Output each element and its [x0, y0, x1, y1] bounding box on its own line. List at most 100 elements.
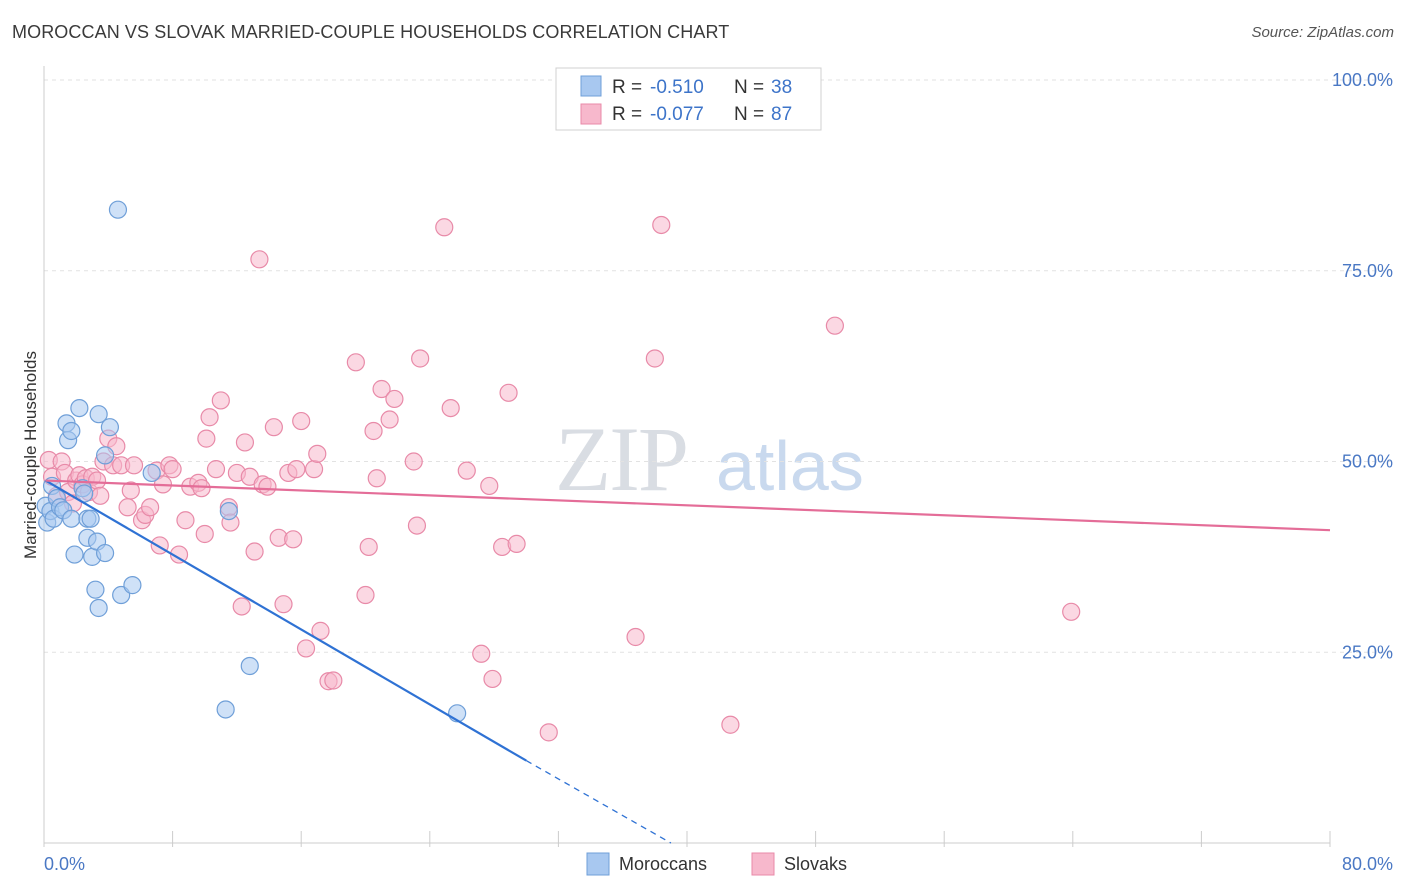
moroccans-trend-extension — [525, 760, 672, 844]
gridlines — [44, 79, 1392, 653]
slovak-point — [292, 411, 311, 431]
moroccan-point — [89, 598, 108, 618]
moroccan-point — [142, 463, 161, 483]
slovak-point — [1062, 602, 1081, 621]
legend-r-value-1: -0.510 — [650, 77, 704, 98]
moroccan-point — [81, 509, 100, 528]
moroccan-point — [108, 200, 128, 219]
slovak-point — [197, 429, 216, 448]
slovak-point — [163, 460, 182, 479]
slovak-point — [472, 644, 491, 663]
slovak-point — [480, 476, 499, 496]
moroccan-point — [95, 446, 115, 465]
slovak-point — [385, 389, 404, 409]
slovak-point — [192, 479, 211, 498]
slovak-point — [296, 639, 316, 658]
moroccan-point — [62, 421, 81, 441]
legend-n-label-2: N = — [734, 104, 764, 125]
slovak-point — [250, 250, 269, 269]
slovak-point — [499, 383, 518, 402]
slovak-point — [200, 408, 219, 427]
slovak-point — [91, 486, 110, 505]
legend-r-label-1: R = — [612, 77, 642, 98]
slovak-point — [308, 444, 327, 463]
legend-n-label-1: N = — [734, 77, 764, 98]
slovak-point — [245, 542, 264, 561]
slovak-point — [367, 469, 386, 488]
slovak-point — [235, 433, 255, 452]
slovak-point — [206, 460, 226, 479]
correlation-legend: R = -0.510 N = 38 R = -0.077 N = 87 — [555, 67, 822, 131]
slovak-point — [411, 349, 430, 368]
moroccan-point — [70, 398, 89, 418]
slovak-point — [507, 534, 526, 554]
legend-swatch-moroccans — [580, 75, 602, 97]
slovak-point — [645, 349, 664, 368]
slovak-point — [304, 460, 324, 479]
slovak-point — [258, 477, 277, 496]
y-tick-label: 25.0% — [1342, 642, 1393, 662]
slovak-point — [140, 498, 160, 517]
slovak-point — [721, 715, 740, 734]
slovak-point — [380, 410, 399, 429]
legend-n-value-2: 87 — [771, 104, 792, 125]
slovak-point — [356, 585, 375, 605]
slovak-point — [407, 516, 427, 535]
series-legend-label-moroccans: Moroccans — [619, 854, 707, 874]
slovak-point — [274, 595, 293, 614]
slovak-point — [195, 524, 214, 544]
series-legend: Moroccans Slovaks — [586, 852, 847, 876]
slovak-point — [211, 391, 230, 410]
slovak-point — [404, 452, 423, 471]
moroccans-points — [36, 200, 467, 723]
legend-swatch-slovaks — [580, 103, 602, 125]
slovak-point — [284, 530, 303, 549]
series-legend-swatch-moroccans — [586, 852, 610, 876]
moroccan-point — [216, 700, 235, 719]
slovak-point — [346, 353, 365, 372]
series-legend-swatch-slovaks — [751, 852, 775, 876]
slovak-point — [372, 379, 391, 399]
y-tick-label: 75.0% — [1342, 261, 1393, 281]
slovak-point — [176, 511, 195, 530]
series-legend-label-slovaks: Slovaks — [784, 854, 847, 874]
x-tick-labels: 0.0% 80.0% — [44, 854, 1393, 874]
moroccan-point — [100, 418, 120, 437]
slovak-point — [626, 627, 645, 647]
y-tick-label: 100.0% — [1332, 70, 1393, 90]
slovak-point — [264, 418, 283, 437]
legend-r-value-2: -0.077 — [650, 104, 704, 125]
x-tick-label: 0.0% — [44, 854, 85, 874]
trend-lines — [45, 479, 1331, 844]
slovak-point — [118, 498, 137, 517]
moroccan-point — [240, 656, 259, 676]
slovak-point — [825, 316, 844, 335]
slovak-point — [539, 723, 558, 742]
slovak-point — [483, 669, 502, 689]
moroccan-point — [123, 576, 142, 595]
moroccan-point — [95, 543, 115, 563]
moroccan-point — [89, 405, 108, 424]
source-label: Source: ZipAtlas.com — [1251, 24, 1394, 41]
moroccan-point — [219, 501, 238, 521]
y-tick-label: 50.0% — [1342, 452, 1393, 472]
slovaks-trend-line — [45, 479, 1331, 532]
y-axis-title: Married-couple Households — [21, 351, 40, 559]
moroccans-trend-line — [45, 479, 527, 762]
slovak-point — [364, 421, 383, 441]
moroccan-point — [86, 580, 105, 599]
axes — [43, 66, 1331, 847]
slovak-point — [311, 621, 330, 640]
y-tick-labels: 25.0% 50.0% 75.0% 100.0% — [1332, 70, 1393, 662]
legend-n-value-1: 38 — [771, 77, 792, 98]
x-tick-label: 80.0% — [1342, 854, 1393, 874]
slovak-point — [324, 671, 343, 690]
watermark-atlas: atlas — [716, 427, 864, 505]
slovak-point — [124, 456, 144, 475]
legend-r-label-2: R = — [612, 104, 642, 125]
slovak-point — [652, 215, 671, 235]
moroccan-point — [62, 509, 81, 528]
slovak-point — [232, 597, 251, 616]
moroccan-point — [65, 545, 84, 564]
